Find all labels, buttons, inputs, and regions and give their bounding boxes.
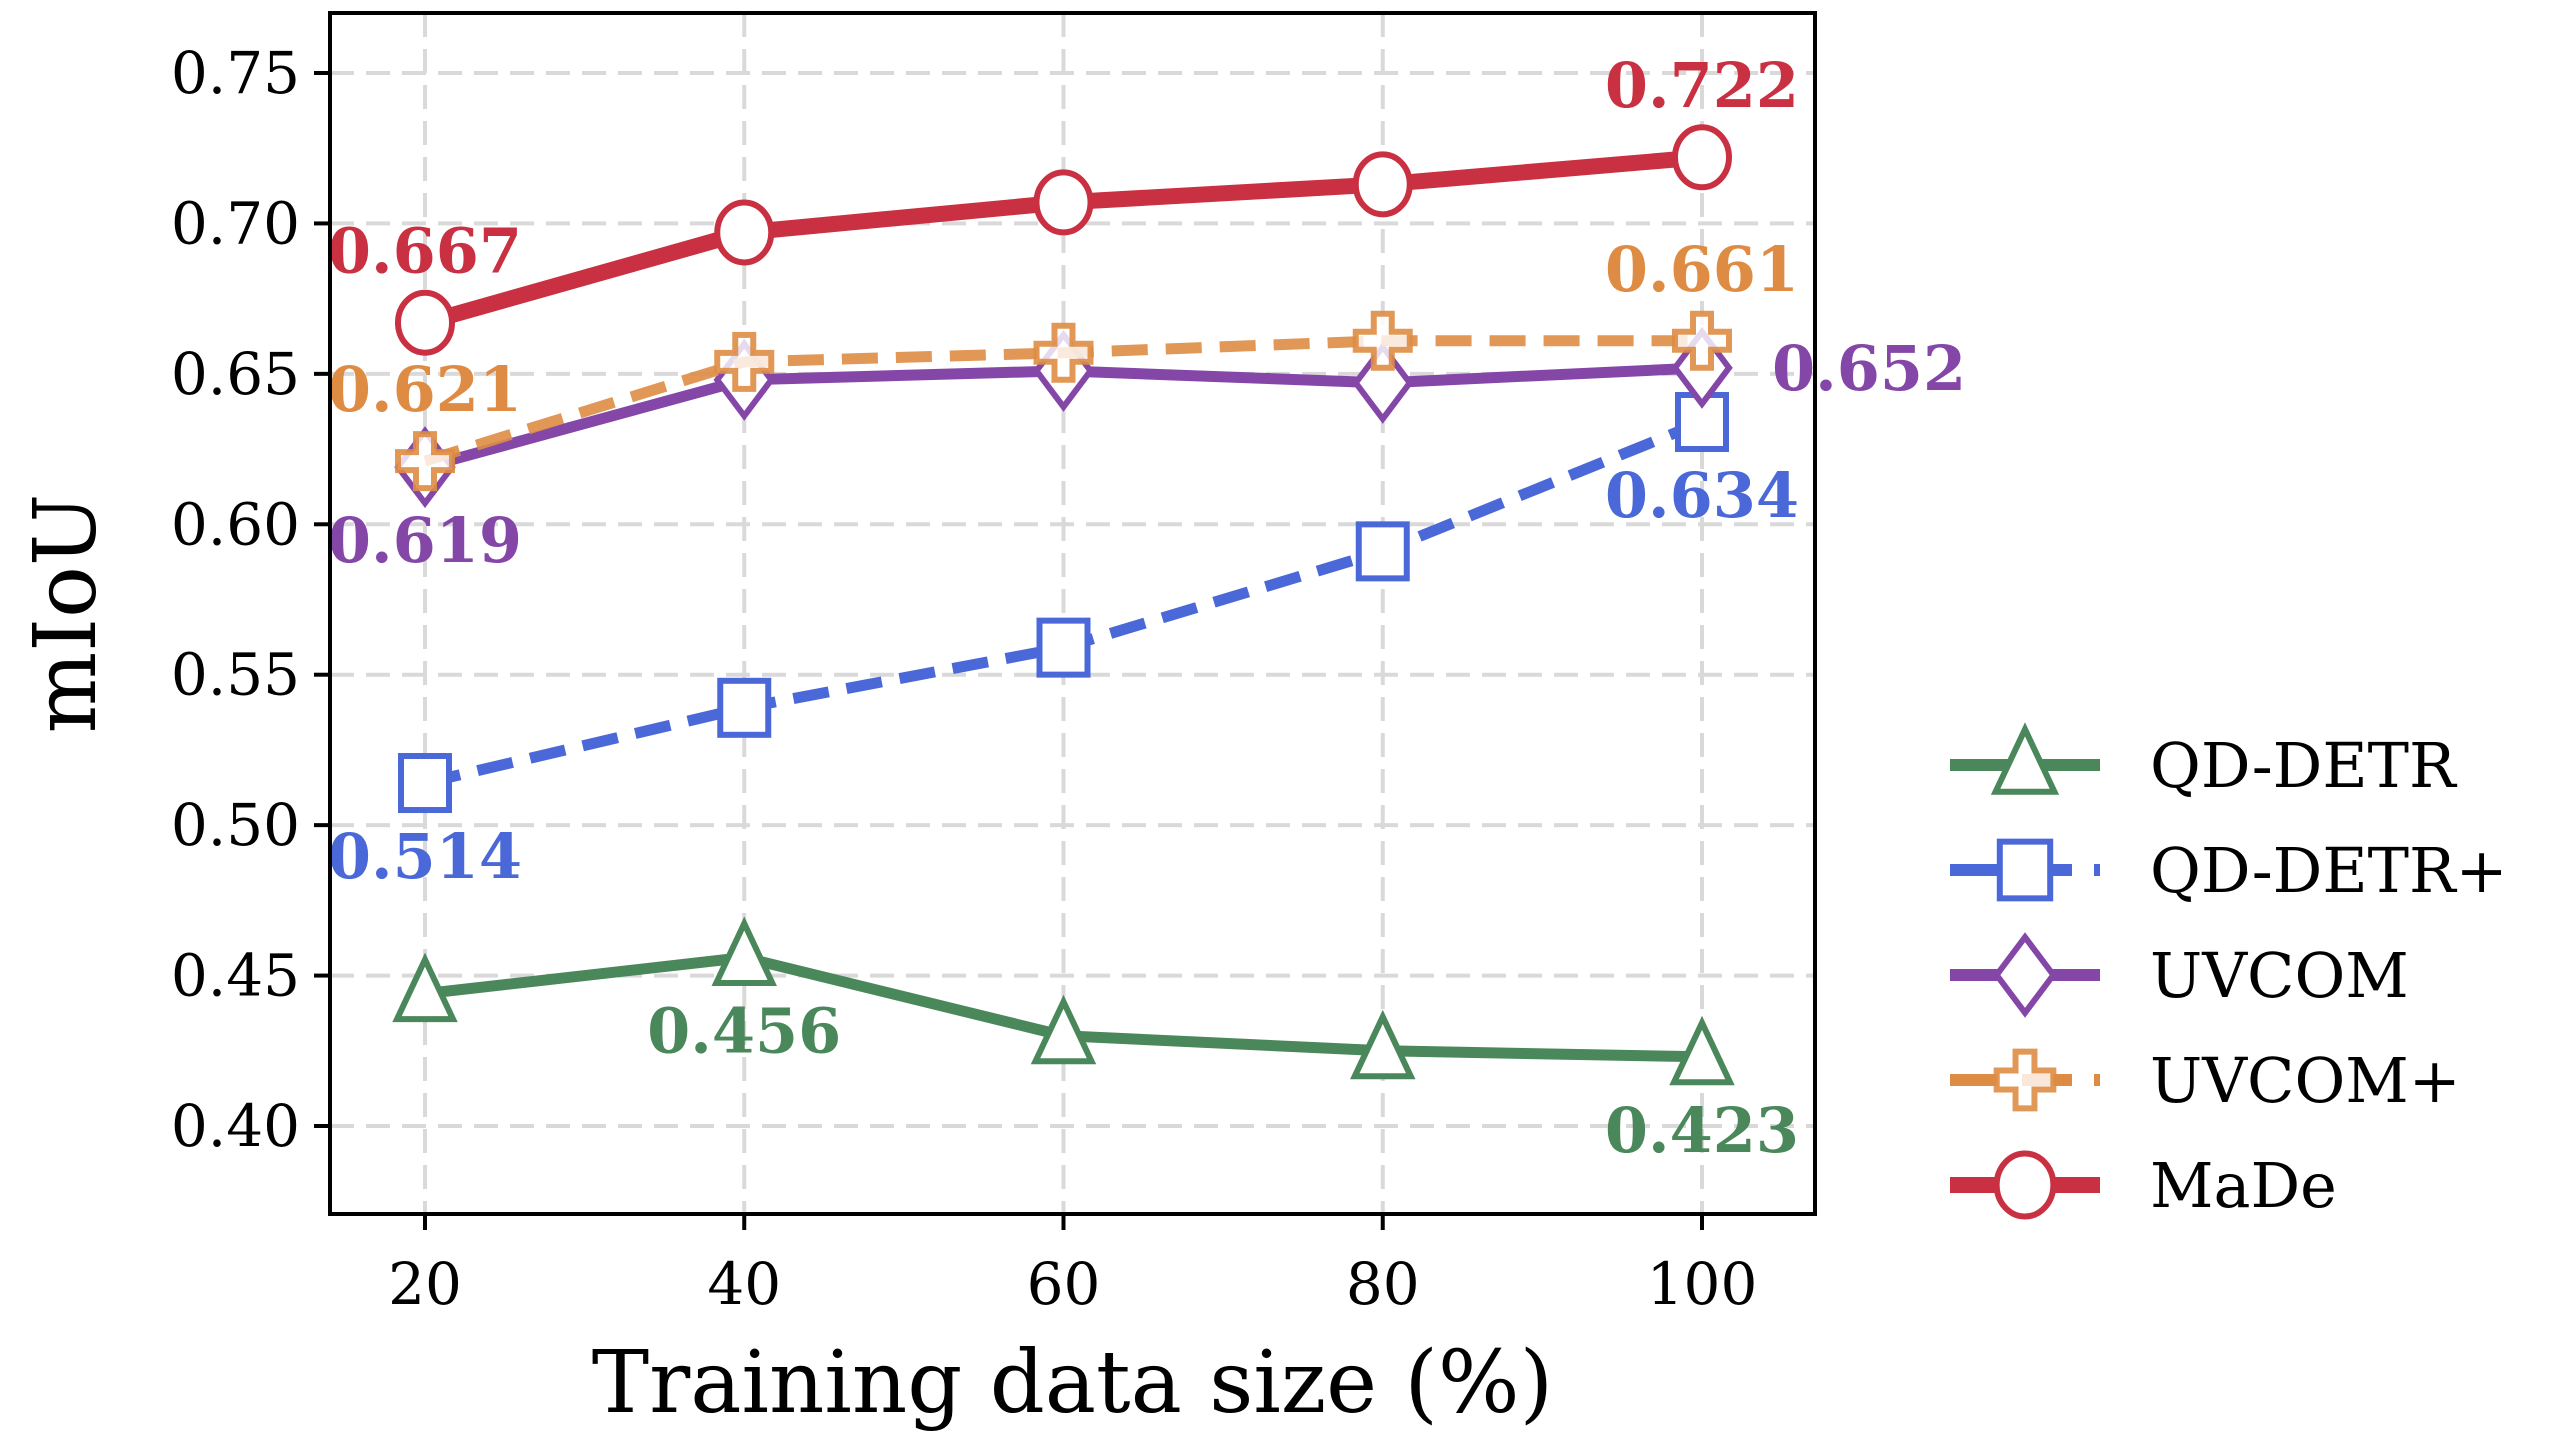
- series-made: [395, 124, 1732, 356]
- marker-triangle: [1030, 994, 1097, 1065]
- y-tick-label: 0.45: [171, 942, 300, 1010]
- legend-label: MaDe: [2150, 1149, 2337, 1222]
- marker-circle: [1033, 169, 1094, 236]
- x-axis-title: Training data size (%): [592, 1333, 1553, 1433]
- x-tick-label: 80: [1346, 1250, 1420, 1318]
- marker-triangle: [1990, 722, 2060, 795]
- x-tick-label: 40: [707, 1250, 781, 1318]
- marker-circle: [395, 289, 455, 356]
- data-label: 0.423: [1605, 1094, 1799, 1167]
- marker-plus: [1672, 310, 1732, 371]
- marker-plus: [1993, 1048, 2057, 1112]
- series-qd-detr-plus: [398, 391, 1729, 814]
- marker-square: [1996, 838, 2054, 902]
- marker-triangle: [1669, 1015, 1735, 1086]
- data-label: 0.652: [1772, 332, 1966, 405]
- legend-item: MaDe: [1950, 1149, 2337, 1222]
- marker-circle: [1672, 124, 1732, 191]
- legend-item: UVCOM+: [1950, 1044, 2461, 1117]
- data-label: 0.634: [1605, 459, 1799, 532]
- marker-plus: [395, 431, 455, 492]
- legend-label: UVCOM+: [2150, 1044, 2461, 1117]
- plot-frame: [328, 11, 1817, 1216]
- legend-item: QD-DETR+: [1950, 834, 2508, 907]
- legend-item: UVCOM: [1950, 932, 2409, 1018]
- legend-label: QD-DETR: [2150, 729, 2458, 802]
- marker-plus: [714, 331, 775, 392]
- x-axis: 20 40 60 80 100: [388, 1214, 1757, 1318]
- data-label: 0.456: [647, 995, 841, 1068]
- y-tick-label: 0.70: [171, 189, 300, 257]
- marker-triangle: [711, 916, 777, 987]
- x-tick-label: 60: [1027, 1250, 1101, 1318]
- marker-square: [717, 677, 772, 738]
- data-label: 0.661: [1605, 233, 1799, 306]
- data-labels: 0.456 0.423 0.514 0.634 0.619 0.652 0.621 0.661…: [328, 49, 1966, 1167]
- marker-plus: [1033, 322, 1094, 383]
- marker-square: [1036, 617, 1091, 678]
- data-label: 0.619: [328, 504, 522, 577]
- series-qd-detr: [392, 916, 1735, 1086]
- y-axis: 0.40 0.45 0.50 0.55 0.60 0.65 0.70 0.75: [171, 39, 330, 1160]
- y-tick-label: 0.50: [171, 791, 300, 859]
- marker-circle: [1993, 1150, 2057, 1220]
- marker-plus: [1352, 310, 1413, 371]
- marker-diamond: [1352, 341, 1414, 424]
- marker-triangle: [1350, 1009, 1416, 1080]
- marker-square: [398, 753, 452, 814]
- marker-circle: [1352, 151, 1413, 218]
- series-uvcom-plus: [395, 310, 1732, 492]
- y-tick-label: 0.65: [171, 340, 300, 408]
- x-tick-label: 20: [388, 1250, 462, 1318]
- series-layer: [392, 124, 1735, 1086]
- data-label: 0.722: [1605, 49, 1799, 122]
- y-tick-label: 0.40: [171, 1092, 300, 1160]
- data-label: 0.621: [328, 353, 522, 426]
- marker-diamond: [1992, 932, 2058, 1018]
- legend-label: QD-DETR+: [2150, 834, 2508, 907]
- y-tick-label: 0.55: [171, 641, 300, 709]
- x-tick-label: 100: [1647, 1250, 1758, 1318]
- data-label: 0.667: [328, 215, 522, 288]
- marker-triangle: [392, 952, 458, 1023]
- legend: QD-DETR QD-DETR+ UVCOM UVCOM+ MaDe: [1950, 722, 2508, 1222]
- y-tick-label: 0.60: [171, 490, 300, 558]
- marker-square: [1355, 521, 1410, 582]
- y-tick-label: 0.75: [171, 39, 300, 107]
- marker-circle: [714, 199, 775, 266]
- data-label: 0.514: [328, 820, 522, 893]
- y-axis-title: mIoU: [16, 494, 116, 734]
- legend-item: QD-DETR: [1950, 722, 2458, 802]
- legend-label: UVCOM: [2150, 939, 2409, 1012]
